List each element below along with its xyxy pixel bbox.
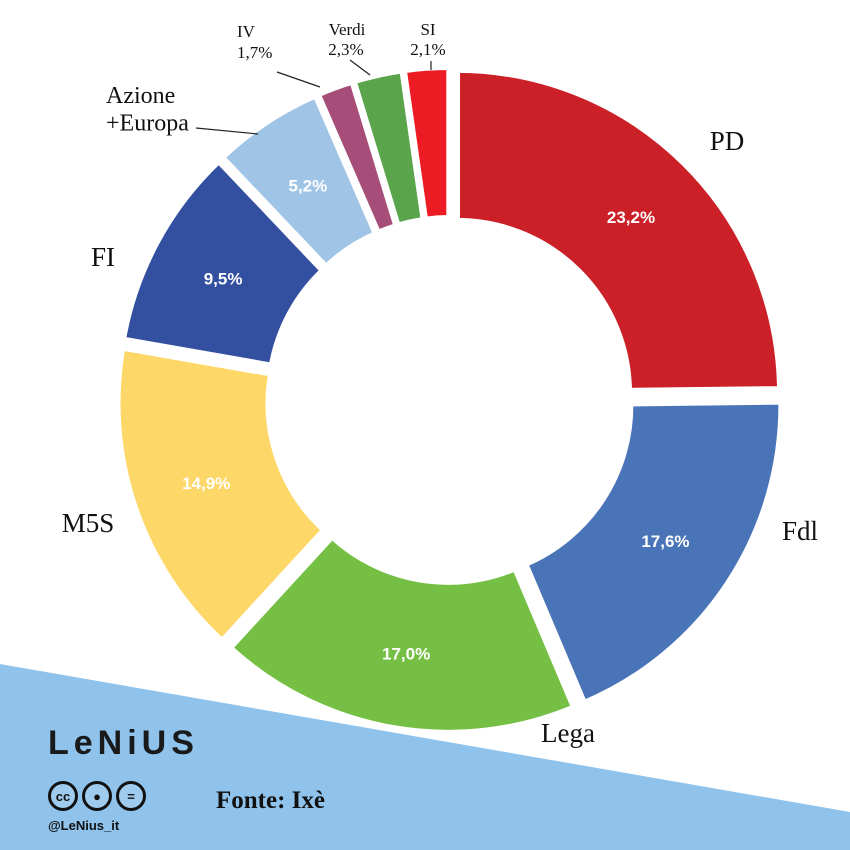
cc-icon: cc [48,781,78,811]
slice-pd [454,66,784,394]
category-label-verdi: Verdi [329,20,366,39]
slice-m5s [114,344,329,646]
value-label-m5s: 14,9% [182,474,230,493]
category-label-m5s: M5S [62,508,115,538]
value-label-fi: 9,5% [204,269,243,288]
value-label-pd: 23,2% [607,208,655,227]
value-label-fdl: 17,6% [641,532,689,551]
category-label-pd: PD [710,126,745,156]
leader-line-iv [276,71,321,88]
value-label-verdi: 2,3% [328,40,363,59]
category-label-iv: IV [237,22,256,41]
slice-si [400,64,453,224]
value-label-lega: 17,0% [382,645,430,664]
category-label-azione-europa: Azione +Europa [106,83,189,137]
leader-line-verdi [349,59,371,76]
nd-icon: = [116,781,146,811]
leader-line-azione-europa [195,127,259,135]
category-label-lega: Lega [541,718,595,748]
category-label-fdl: Fdl [782,516,818,546]
category-label-si: SI [420,20,435,39]
source-text: Fonte: Ixè [216,787,325,814]
lenius-logo: LeNiUS [48,724,199,762]
value-label-iv: 1,7% [237,43,272,62]
slice-fdl [521,398,785,707]
value-label-azione-europa: 5,2% [289,176,328,195]
social-handle: @LeNius_it [48,818,120,833]
value-label-si: 2,1% [410,40,445,59]
by-icon: ● [82,781,112,811]
slice-fi [119,156,328,370]
category-label-fi: FI [91,242,115,272]
cc-license-icons: cc ● = [48,781,146,811]
